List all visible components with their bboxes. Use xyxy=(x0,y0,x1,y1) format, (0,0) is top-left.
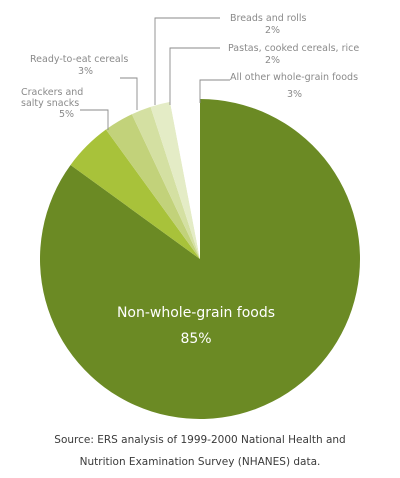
source-line-1: Source: ERS analysis of 1999-2000 Nation… xyxy=(54,434,345,446)
pie-slice-all-other-whole-grain-foods xyxy=(170,99,200,259)
callout-pastas-label: Pastas, cooked cereals, rice xyxy=(228,43,359,54)
pie-slice-non-whole-grain-foods xyxy=(39,99,360,419)
leader-line-crackers xyxy=(80,109,109,130)
callout-breads-pct: 2% xyxy=(265,25,280,36)
callout-cereals-label: Ready-to-eat cereals xyxy=(30,54,128,65)
callout-other-pct: 3% xyxy=(287,89,302,100)
callout-cereals-pct: 3% xyxy=(78,66,93,77)
pie-slice-ready-to-eat-cereals xyxy=(105,114,200,259)
leader-line-breads xyxy=(154,17,220,105)
main-slice-label: Non-whole-grain foods xyxy=(117,305,275,321)
leader-line-other xyxy=(199,79,230,103)
callout-pastas-pct: 2% xyxy=(265,55,280,66)
callout-breads-label: Breads and rolls xyxy=(230,13,307,24)
leader-line-pastas xyxy=(169,47,220,105)
leader-lines xyxy=(80,17,230,130)
source-line-2: Nutrition Examination Survey (NHANES) da… xyxy=(80,456,321,468)
pie-slice-breads-and-rolls xyxy=(131,106,200,259)
callout-other-label: All other whole-grain foods xyxy=(230,72,358,83)
pie-slice-pastas-cooked-cereals-rice xyxy=(150,101,200,259)
callout-crackers-line1: Crackers and xyxy=(21,87,83,98)
pie-slices xyxy=(39,99,360,419)
main-slice-pct: 85% xyxy=(180,331,211,347)
callout-crackers-line2: salty snacks xyxy=(21,98,79,109)
leader-line-cereals xyxy=(120,77,138,110)
callout-crackers-pct: 5% xyxy=(59,109,74,120)
pie-slice-crackers-and-salty-snacks xyxy=(70,129,200,259)
